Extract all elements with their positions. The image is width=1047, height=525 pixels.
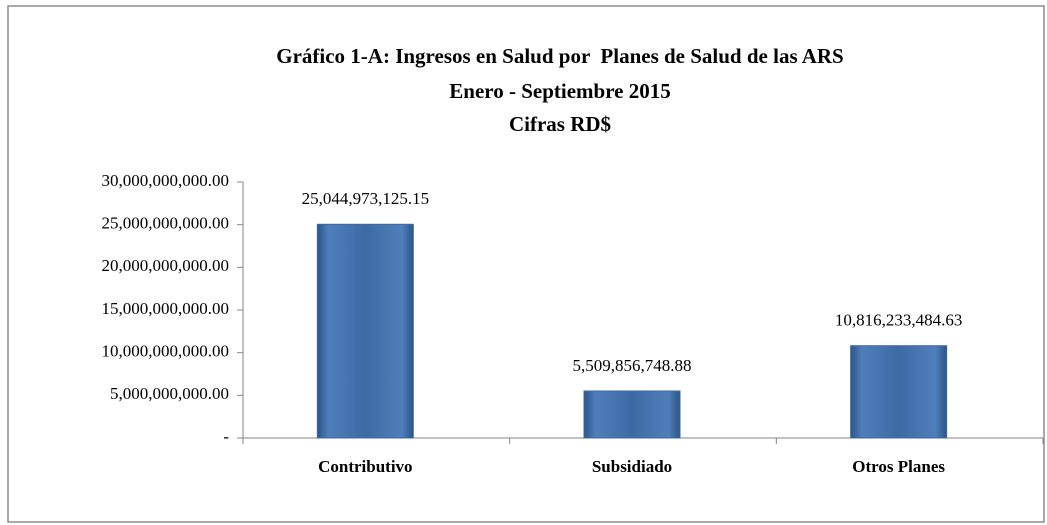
data-label: 5,509,856,748.88 <box>573 356 692 375</box>
bar <box>583 390 681 439</box>
x-tick-label: Subsidiado <box>592 457 672 476</box>
bar <box>850 345 948 439</box>
chart-title: Enero - Septiembre 2015 <box>449 79 670 103</box>
y-tick-label: 30,000,000,000.00 <box>102 171 230 190</box>
data-label: 25,044,973,125.15 <box>302 189 430 208</box>
y-tick-label: 10,000,000,000.00 <box>102 342 230 361</box>
x-tick-label: Otros Planes <box>852 457 945 476</box>
chart-title: Cifras RD$ <box>509 112 611 136</box>
y-tick-label: 5,000,000,000.00 <box>110 384 229 403</box>
plot: - 5,000,000,000.00 10,000,000,000.00 15,000… <box>102 171 1044 476</box>
y-tick-label: 15,000,000,000.00 <box>102 299 230 318</box>
chart-title: Gráfico 1-A: Ingresos en Salud por Plane… <box>276 44 843 68</box>
bar <box>316 223 414 439</box>
data-label: 10,816,233,484.63 <box>835 311 963 330</box>
y-tick-label: - <box>223 427 229 446</box>
x-tick-label: Contributivo <box>318 457 412 476</box>
y-tick-label: 25,000,000,000.00 <box>102 214 230 233</box>
y-tick-label: 20,000,000,000.00 <box>102 256 230 275</box>
